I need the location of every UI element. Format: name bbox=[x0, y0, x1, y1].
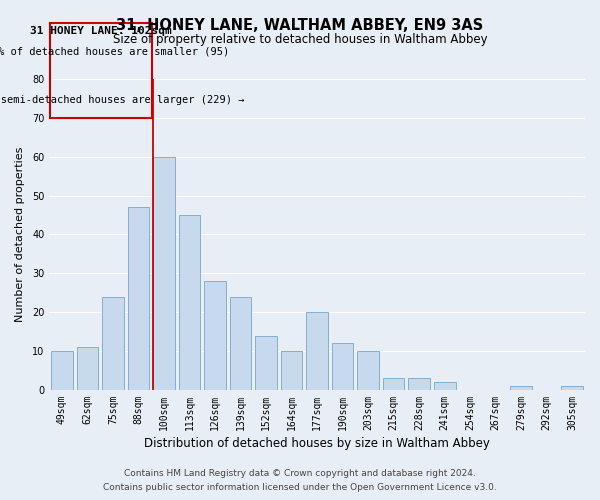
Bar bbox=[204, 281, 226, 390]
Bar bbox=[434, 382, 455, 390]
Text: 71% of semi-detached houses are larger (229) →: 71% of semi-detached houses are larger (… bbox=[0, 96, 245, 106]
Bar bbox=[332, 344, 353, 390]
Bar bbox=[255, 336, 277, 390]
Bar bbox=[511, 386, 532, 390]
Y-axis label: Number of detached properties: Number of detached properties bbox=[15, 147, 25, 322]
Bar bbox=[409, 378, 430, 390]
Bar bbox=[50, 23, 152, 118]
Bar bbox=[357, 351, 379, 390]
Bar bbox=[230, 296, 251, 390]
Text: Contains public sector information licensed under the Open Government Licence v3: Contains public sector information licen… bbox=[103, 484, 497, 492]
Text: 31, HONEY LANE, WALTHAM ABBEY, EN9 3AS: 31, HONEY LANE, WALTHAM ABBEY, EN9 3AS bbox=[116, 18, 484, 32]
Bar bbox=[179, 215, 200, 390]
Bar bbox=[77, 347, 98, 390]
Bar bbox=[306, 312, 328, 390]
Bar bbox=[281, 351, 302, 390]
Bar bbox=[128, 208, 149, 390]
X-axis label: Distribution of detached houses by size in Waltham Abbey: Distribution of detached houses by size … bbox=[144, 437, 490, 450]
Text: Contains HM Land Registry data © Crown copyright and database right 2024.: Contains HM Land Registry data © Crown c… bbox=[124, 468, 476, 477]
Text: ← 29% of detached houses are smaller (95): ← 29% of detached houses are smaller (95… bbox=[0, 46, 229, 56]
Text: 31 HONEY LANE: 102sqm: 31 HONEY LANE: 102sqm bbox=[30, 26, 172, 36]
Bar bbox=[562, 386, 583, 390]
Bar bbox=[102, 296, 124, 390]
Bar bbox=[383, 378, 404, 390]
Bar bbox=[51, 351, 73, 390]
Text: Size of property relative to detached houses in Waltham Abbey: Size of property relative to detached ho… bbox=[113, 32, 487, 46]
Bar bbox=[153, 156, 175, 390]
